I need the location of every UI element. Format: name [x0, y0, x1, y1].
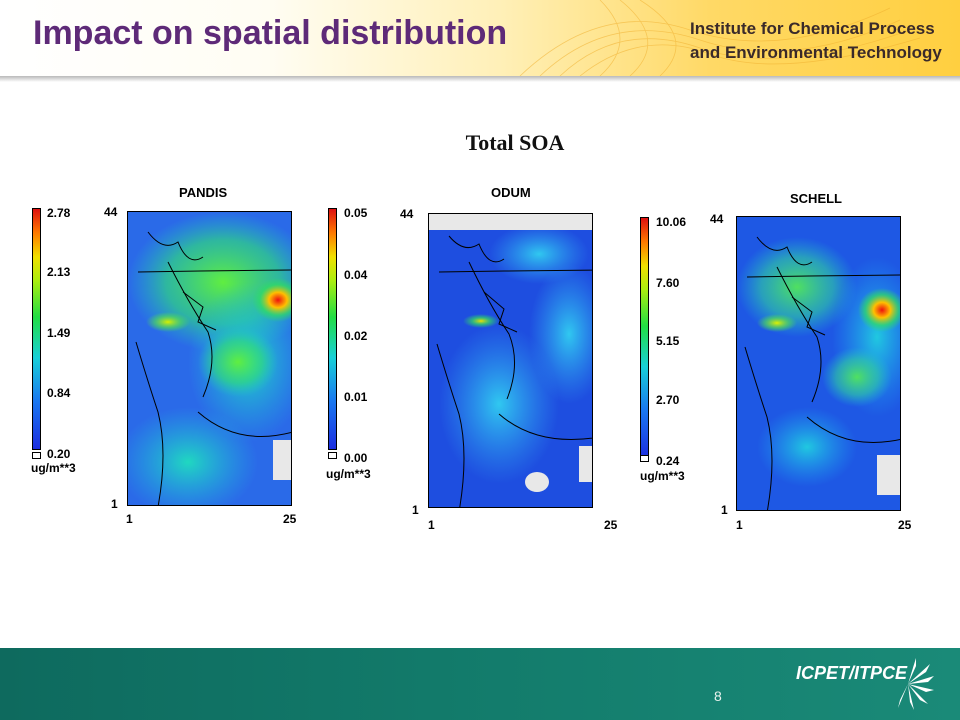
- colorbar-schell-tick: 7.60: [656, 276, 680, 290]
- chart-title: Total SOA: [465, 130, 565, 155]
- slide-header: Impact on spatial distribution Institute…: [0, 0, 960, 76]
- colorbar-pandis-under-cap: [32, 452, 41, 459]
- y-tick-schell-top: 44: [710, 212, 724, 226]
- y-tick-schell-bottom: 1: [721, 503, 728, 517]
- colorbar-pandis: [32, 208, 41, 450]
- colorbar-odum-tick: 0.02: [344, 329, 368, 343]
- header-swirl-graphic: [519, 0, 921, 76]
- map-odum: [428, 213, 593, 508]
- colorbar-odum: [328, 208, 337, 450]
- y-tick-pandis-bottom: 1: [111, 497, 118, 511]
- y-tick-odum-bottom: 1: [412, 503, 419, 517]
- colorbar-schell-tick: 5.15: [656, 334, 680, 348]
- organization-name-line2: and Environmental Technology: [690, 43, 942, 62]
- colorbar-pandis-tick: 2.78: [47, 206, 71, 220]
- x-tick-schell-right: 25: [898, 518, 912, 532]
- heatmap-odum: [429, 214, 592, 507]
- slide-footer: [0, 648, 960, 720]
- colorbar-pandis-tick: 1.49: [47, 326, 71, 340]
- x-tick-pandis-right: 25: [283, 512, 297, 526]
- colorbar-odum-tick: 0.05: [344, 206, 368, 220]
- colorbar-odum-tick: 0.04: [344, 268, 368, 282]
- page-title: Impact on spatial distribution: [33, 14, 508, 52]
- colorbar-odum-under-cap: [328, 452, 337, 459]
- colorbar-schell-tick: 2.70: [656, 393, 680, 407]
- y-tick-odum-top: 44: [400, 207, 414, 221]
- panel-title-pandis: PANDIS: [179, 185, 228, 200]
- heatmap-schell: [737, 217, 900, 510]
- colorbar-pandis-tick: 0.20: [47, 447, 71, 461]
- x-tick-pandis-left: 1: [126, 512, 133, 526]
- logo-text: ICPET/ITPCE: [796, 663, 908, 683]
- colorbar-pandis-tick: 2.13: [47, 265, 71, 279]
- map-pandis: [127, 211, 292, 506]
- colorbar-pandis-tick: 0.84: [47, 386, 71, 400]
- colorbar-odum-tick: 0.01: [344, 390, 368, 404]
- colorbar-odum-unit: ug/m**3: [326, 467, 371, 481]
- panel-title-schell: SCHELL: [790, 191, 842, 206]
- panel-title-odum: ODUM: [491, 185, 531, 200]
- heatmap-pandis: [128, 212, 291, 505]
- colorbar-schell-unit: ug/m**3: [640, 469, 685, 483]
- x-tick-odum-left: 1: [428, 518, 435, 532]
- x-tick-odum-right: 25: [604, 518, 618, 532]
- sunburst-logo-icon: [898, 658, 934, 710]
- organization-name-line1: Institute for Chemical Process: [690, 19, 935, 38]
- colorbar-schell-tick: 10.06: [656, 215, 687, 229]
- colorbar-odum-tick: 0.00: [344, 451, 368, 465]
- colorbar-pandis-unit: ug/m**3: [31, 461, 76, 475]
- colorbar-schell-under-cap: [640, 455, 649, 462]
- colorbar-schell: [640, 217, 649, 459]
- map-schell: [736, 216, 901, 511]
- colorbar-schell-tick: 0.24: [656, 454, 680, 468]
- organization-name: Institute for Chemical Process and Envir…: [690, 17, 942, 65]
- y-tick-pandis-top: 44: [104, 205, 118, 219]
- page-number: 8: [714, 688, 722, 704]
- header-shadow: [0, 76, 960, 82]
- x-tick-schell-left: 1: [736, 518, 743, 532]
